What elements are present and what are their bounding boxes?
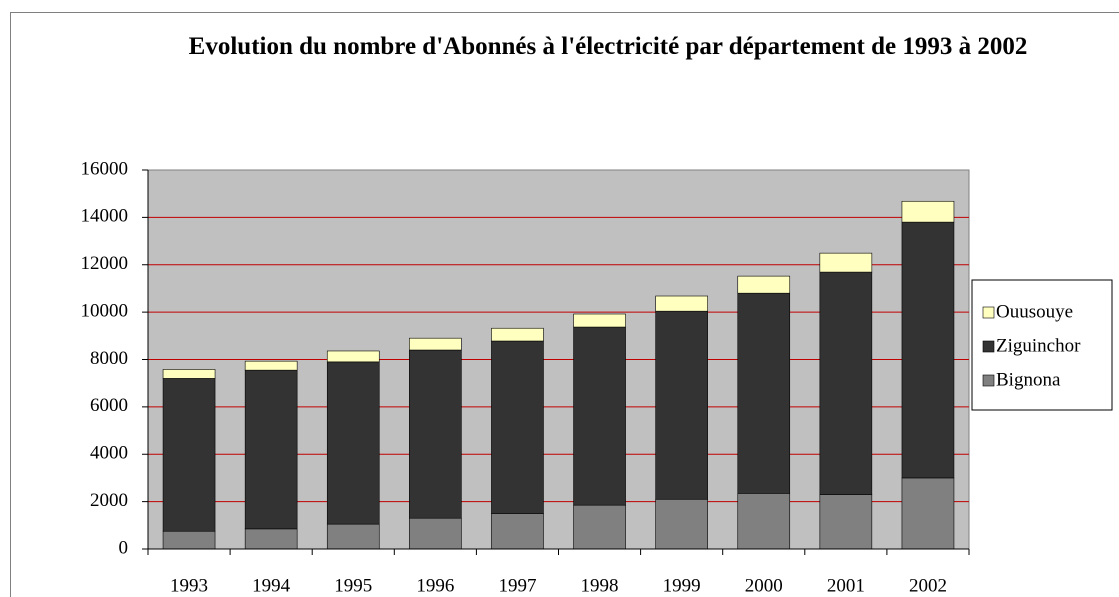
x-tick-label: 1996 <box>416 575 454 596</box>
bar-segment <box>901 477 955 550</box>
bar-segment <box>491 327 544 342</box>
x-tick-label: 2002 <box>909 575 947 596</box>
y-tick-label: 4000 <box>90 443 128 464</box>
y-tick-label: 6000 <box>90 395 128 416</box>
bar-segment <box>737 493 791 550</box>
bar-segment <box>162 378 216 532</box>
x-tick-label: 1997 <box>498 575 536 596</box>
chart-title: Evolution du nombre d'Abonnés à l'électr… <box>188 33 1028 60</box>
y-tick-label: 16000 <box>81 158 129 179</box>
x-tick-label: 1998 <box>581 575 619 596</box>
bar-segment <box>244 360 298 371</box>
bar-segment <box>737 275 791 294</box>
x-tick-label: 1995 <box>334 575 372 596</box>
bar-segment <box>326 350 380 363</box>
bar-segment <box>901 221 955 479</box>
legend-label: Ouusouye <box>996 301 1073 322</box>
bar-segment <box>326 361 380 525</box>
bar-segment <box>162 369 216 379</box>
bar-segment <box>409 517 462 550</box>
x-tick-label: 2001 <box>827 575 865 596</box>
bar-segment <box>244 528 298 550</box>
bar-segment <box>819 494 873 550</box>
bar-segment <box>491 340 544 514</box>
bar-segment <box>901 200 955 223</box>
bar-segment <box>737 292 791 494</box>
y-tick-label: 14000 <box>81 206 129 227</box>
y-tick-label: 10000 <box>81 300 129 321</box>
y-tick-label: 2000 <box>90 490 128 511</box>
legend-label: Ziguinchor <box>996 335 1081 356</box>
y-tick-label: 0 <box>119 537 129 558</box>
legend-swatch <box>982 374 995 387</box>
bar-segment <box>573 326 626 506</box>
bar-segment <box>573 504 626 550</box>
legend-label: Bignona <box>996 369 1061 390</box>
y-tick-label: 12000 <box>81 253 129 274</box>
bar-segment <box>244 369 298 530</box>
bar-segment <box>819 271 873 495</box>
bar-segment <box>819 252 873 273</box>
bar-segment <box>162 530 216 550</box>
legend-box <box>971 279 1113 411</box>
bar-segment <box>655 498 708 550</box>
x-tick-label: 1999 <box>663 575 701 596</box>
legend-swatch <box>982 340 995 353</box>
x-tick-label: 2000 <box>745 575 783 596</box>
bar-segment <box>326 523 380 550</box>
x-tick-label: 1993 <box>170 575 208 596</box>
bar-segment <box>409 337 462 351</box>
bar-segment <box>491 513 544 550</box>
x-tick-label: 1994 <box>252 575 291 596</box>
bar-segment <box>409 349 462 519</box>
bar-segment <box>573 313 626 328</box>
bar-segment <box>655 295 708 312</box>
legend-swatch <box>982 306 995 319</box>
bar-segment <box>655 310 708 500</box>
y-tick-label: 8000 <box>90 348 128 369</box>
